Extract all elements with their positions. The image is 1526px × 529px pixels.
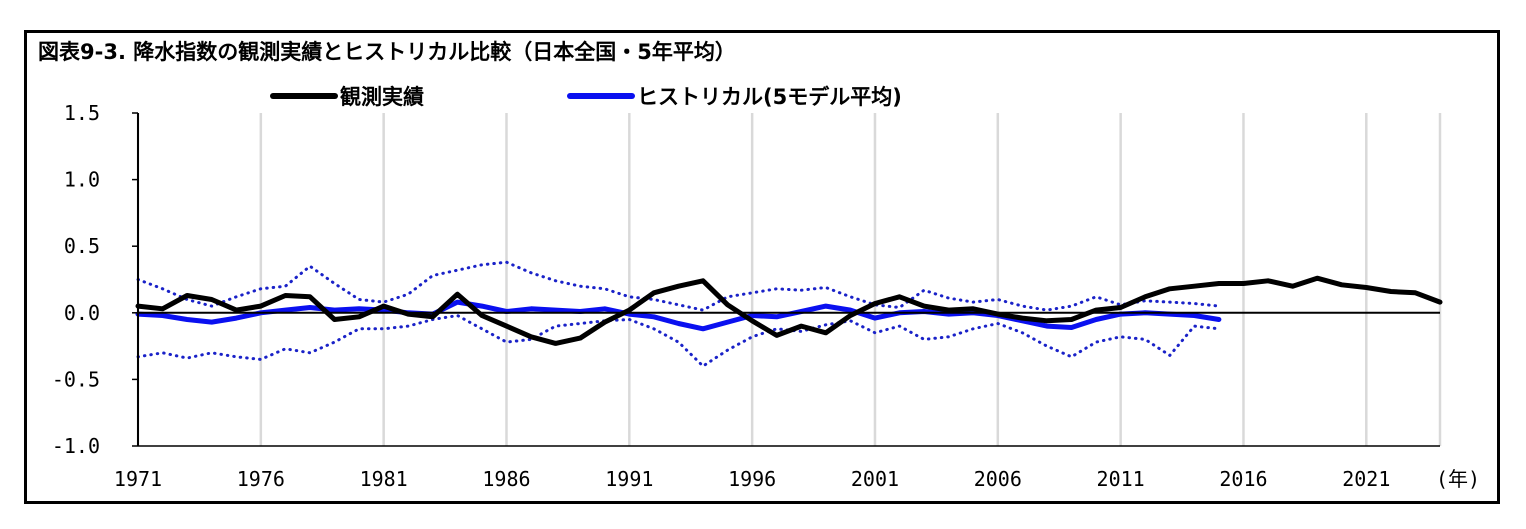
x-tick-labels: 1971 1976 1981 1986 1991 1996 2001 2006 2011 2016…: [114, 467, 1390, 491]
y-tick-label: -1.0: [52, 434, 100, 458]
y-tick-label: 0.0: [64, 301, 100, 325]
series-line-0: [135, 275, 1443, 346]
x-tick-label: 2006: [974, 467, 1022, 491]
x-tick-label: 1971: [114, 467, 162, 491]
y-tick-label: 0.5: [64, 234, 100, 258]
series-group: [135, 260, 1443, 368]
legend-label-1: ヒストリカル(5モデル平均): [637, 85, 902, 109]
x-tick-label: 1991: [605, 467, 653, 491]
y-tick-label: -0.5: [52, 367, 100, 391]
x-tick-label: 2001: [851, 467, 899, 491]
legend-label-0: 観測実績: [340, 85, 424, 109]
x-unit-label: (年): [1436, 467, 1480, 491]
y-tick-label: 1.0: [64, 168, 100, 192]
x-tick-label: 2021: [1342, 467, 1390, 491]
x-tick-label: 1976: [237, 467, 285, 491]
y-tick-label: 1.5: [64, 101, 100, 125]
legend: 観測実績 ヒストリカル(5モデル平均): [270, 85, 902, 109]
series-line-2: [136, 260, 1221, 312]
chart-title: 図表9-3. 降水指数の観測実績とヒストリカル比較（日本全国・5年平均）: [38, 40, 736, 64]
series-line-3: [136, 314, 1221, 368]
x-tick-label: 1986: [482, 467, 530, 491]
chart-frame: [24, 30, 1500, 504]
grid-lines: [136, 113, 1442, 446]
x-tick-label: 1996: [728, 467, 776, 491]
axes: [132, 112, 1440, 447]
y-tick-labels: 1.5 1.0 0.5 0.0 -0.5 -1.0: [52, 101, 100, 458]
x-tick-label: 2016: [1219, 467, 1267, 491]
series-line-1: [135, 299, 1222, 332]
x-tick-label: 2011: [1097, 467, 1145, 491]
x-tick-label: 1981: [360, 467, 408, 491]
